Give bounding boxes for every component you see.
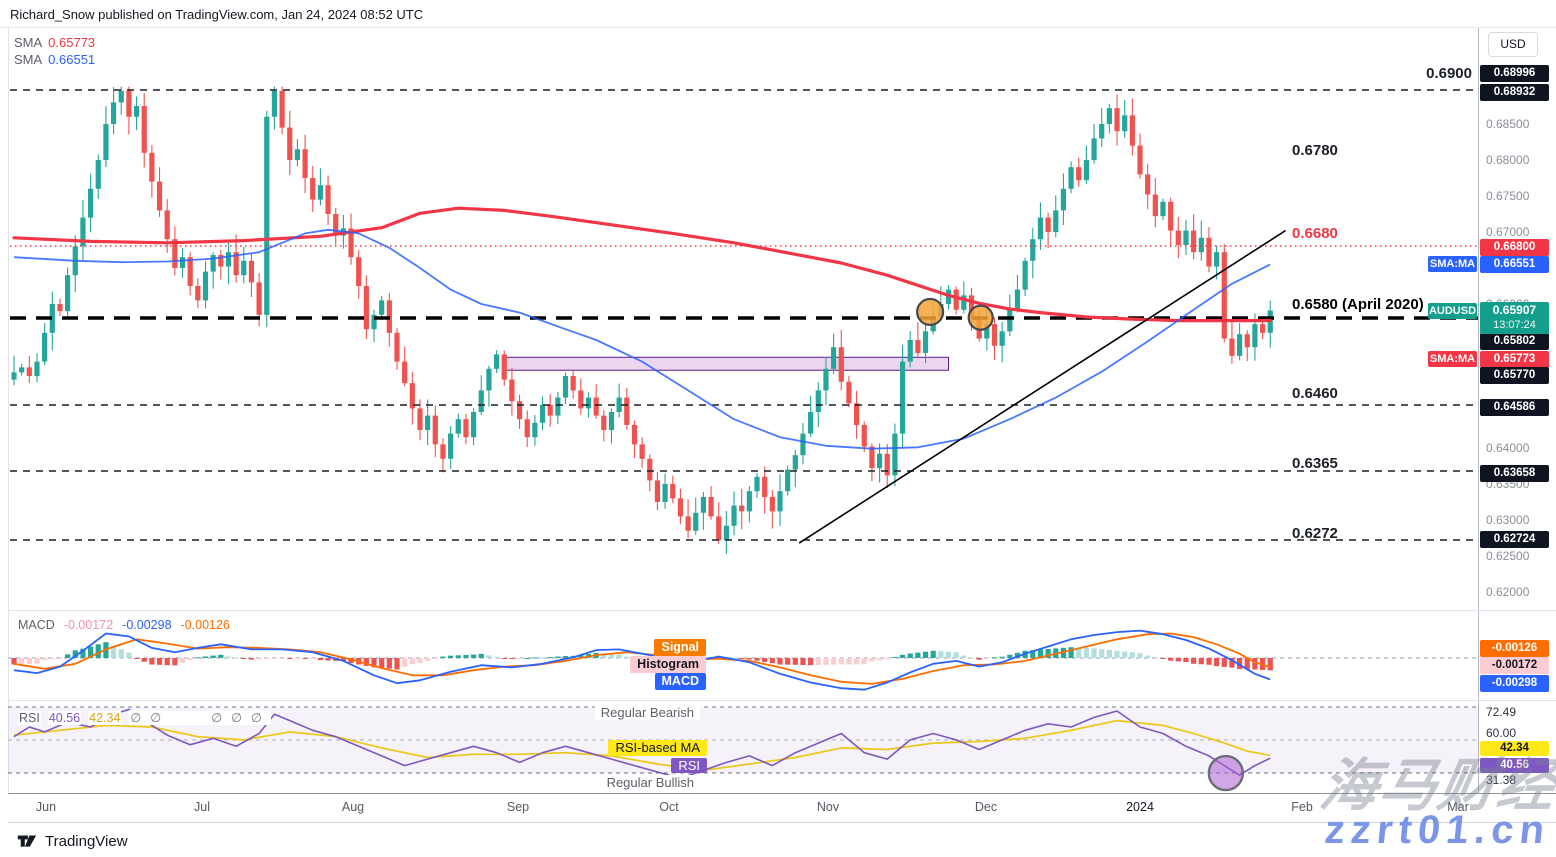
- sma-ma-label: SMA:MA: [1428, 256, 1477, 272]
- sma2-value: 0.66551: [48, 52, 96, 67]
- level-annotation: 0.6365: [1292, 455, 1338, 472]
- null-value-glyph: ∅: [230, 710, 243, 725]
- level-annotation: 0.6460: [1292, 385, 1338, 402]
- last-price-value: 0.65907: [1492, 303, 1537, 317]
- title-bar: Richard_Snow published on TradingView.co…: [0, 0, 1556, 28]
- price-badge: 0.68932: [1480, 84, 1549, 101]
- month-label-feb: Feb: [1291, 800, 1313, 814]
- price-tick: 0.64000: [1486, 441, 1530, 455]
- price-badge: 0.63658: [1480, 465, 1549, 482]
- macd-badge: -0.00126: [1480, 640, 1549, 657]
- macd-hist-value: -0.00172: [63, 618, 114, 632]
- price-tick: 0.63000: [1486, 513, 1530, 527]
- null-value-glyph: ∅: [249, 710, 263, 725]
- separator-rsi[interactable]: [8, 700, 1556, 701]
- macd-name: MACD: [18, 618, 55, 632]
- macd-badge: -0.00298: [1480, 675, 1549, 692]
- macd-badge: -0.00172: [1480, 657, 1549, 674]
- regular-bearish-label: Regular Bearish: [594, 705, 700, 720]
- level-annotation: 0.6900: [1426, 65, 1472, 82]
- price-tick: 0.67500: [1486, 189, 1530, 203]
- rsi-tick: 72.49: [1486, 705, 1517, 719]
- price-badge: 0.64586: [1480, 399, 1549, 416]
- watermark-url: zzrt01.cn: [1322, 808, 1553, 852]
- macd-legend[interactable]: MACD -0.00172 -0.00298 -0.00126: [18, 618, 239, 632]
- rsi-flag[interactable]: RSI: [671, 758, 707, 773]
- rsi-tick: 60.00: [1486, 726, 1517, 740]
- sma2-label: SMA: [14, 52, 43, 67]
- price-badge: 0.62724: [1480, 531, 1549, 548]
- countdown-timer: 13:07:24: [1493, 319, 1536, 331]
- price-tick: 0.62500: [1486, 549, 1530, 563]
- sma1-label: SMA: [14, 35, 43, 50]
- rsi-badge: 42.34: [1480, 741, 1549, 756]
- month-label-dec: Dec: [974, 800, 998, 814]
- macd-flag[interactable]: MACD: [654, 673, 706, 690]
- rsi-badge: 40.56: [1480, 758, 1549, 773]
- level-annotation: 0.6272: [1292, 525, 1338, 542]
- tradingview-logo-icon: [17, 835, 37, 847]
- rsi-based-ma-flag[interactable]: RSI-based MA: [608, 740, 707, 756]
- symbol-name-label: AUDUSD: [1428, 303, 1477, 319]
- price-badge: 0.66551: [1480, 256, 1549, 273]
- rsi-hidden-values: ∅ ∅ ∅ ∅ ∅: [128, 710, 271, 725]
- sma1-value: 0.65773: [48, 35, 96, 50]
- price-tick: 0.68500: [1486, 117, 1530, 131]
- month-label-jul: Jul: [194, 800, 210, 814]
- price-tick: 0.62000: [1486, 585, 1530, 599]
- month-label-oct: Oct: [659, 800, 679, 814]
- regular-bullish-label: Regular Bullish: [600, 775, 700, 790]
- price-badge: 0.66800: [1480, 239, 1549, 256]
- separator-macd[interactable]: [8, 610, 1556, 611]
- price-badge: 0.65770: [1480, 367, 1549, 384]
- sma-ma-label: SMA:MA: [1428, 351, 1477, 367]
- left-border: [8, 28, 9, 822]
- tradingview-footer[interactable]: TradingView: [16, 829, 128, 853]
- price-scale-border: [1478, 28, 1479, 822]
- last-price-badge: 0.65907 13:07:24: [1480, 302, 1549, 334]
- sma-legend-row-1[interactable]: SMA 0.65773: [14, 34, 101, 51]
- histogram-flag[interactable]: Histogram: [630, 656, 706, 673]
- price-badge: 0.68996: [1480, 65, 1549, 82]
- currency-toggle-button[interactable]: USD: [1488, 32, 1538, 57]
- publish-title: Richard_Snow published on TradingView.co…: [10, 7, 424, 22]
- price-badge: 0.65773: [1480, 351, 1549, 368]
- sma-legend-row-2[interactable]: SMA 0.66551: [14, 51, 101, 68]
- tradingview-brand-text: TradingView: [45, 832, 128, 850]
- macd-signal-value: -0.00126: [180, 618, 230, 632]
- month-label-aug: Aug: [341, 800, 365, 814]
- level-annotation: 0.6780: [1292, 142, 1338, 159]
- null-value-glyph: ∅: [210, 710, 224, 725]
- indicator-legend: SMA 0.65773 SMA 0.66551: [14, 34, 101, 68]
- rsi-ma-value: 42.34: [88, 711, 122, 725]
- macd-line-value: -0.00298: [122, 618, 172, 632]
- month-label-2024: 2024: [1126, 800, 1154, 814]
- rsi-legend[interactable]: RSI 40.56 42.34 ∅ ∅ ∅ ∅ ∅: [18, 710, 278, 725]
- axis-bottom-border: [8, 822, 1556, 823]
- rsi-name: RSI: [18, 711, 41, 725]
- price-tick: 0.68000: [1486, 153, 1530, 167]
- time-scale[interactable]: Jun Jul Aug Sep Oct Nov Dec 2024 Feb Mar: [0, 794, 1556, 822]
- price-badge: 0.65802: [1480, 333, 1549, 350]
- month-label-jun: Jun: [35, 800, 57, 814]
- price-tick: 0.67000: [1486, 225, 1530, 239]
- level-annotation: 0.6680: [1292, 225, 1338, 242]
- month-label-sep: Sep: [506, 800, 530, 814]
- month-label-mar: Mar: [1447, 800, 1469, 814]
- null-value-glyph: ∅: [129, 710, 143, 725]
- signal-flag[interactable]: Signal: [654, 639, 706, 656]
- rsi-value: 40.56: [47, 711, 82, 725]
- null-value-glyph: ∅: [149, 710, 163, 725]
- month-label-nov: Nov: [816, 800, 840, 814]
- level-annotation: 0.6580 (April 2020): [1292, 296, 1424, 313]
- rsi-tick: 31.38: [1486, 773, 1517, 787]
